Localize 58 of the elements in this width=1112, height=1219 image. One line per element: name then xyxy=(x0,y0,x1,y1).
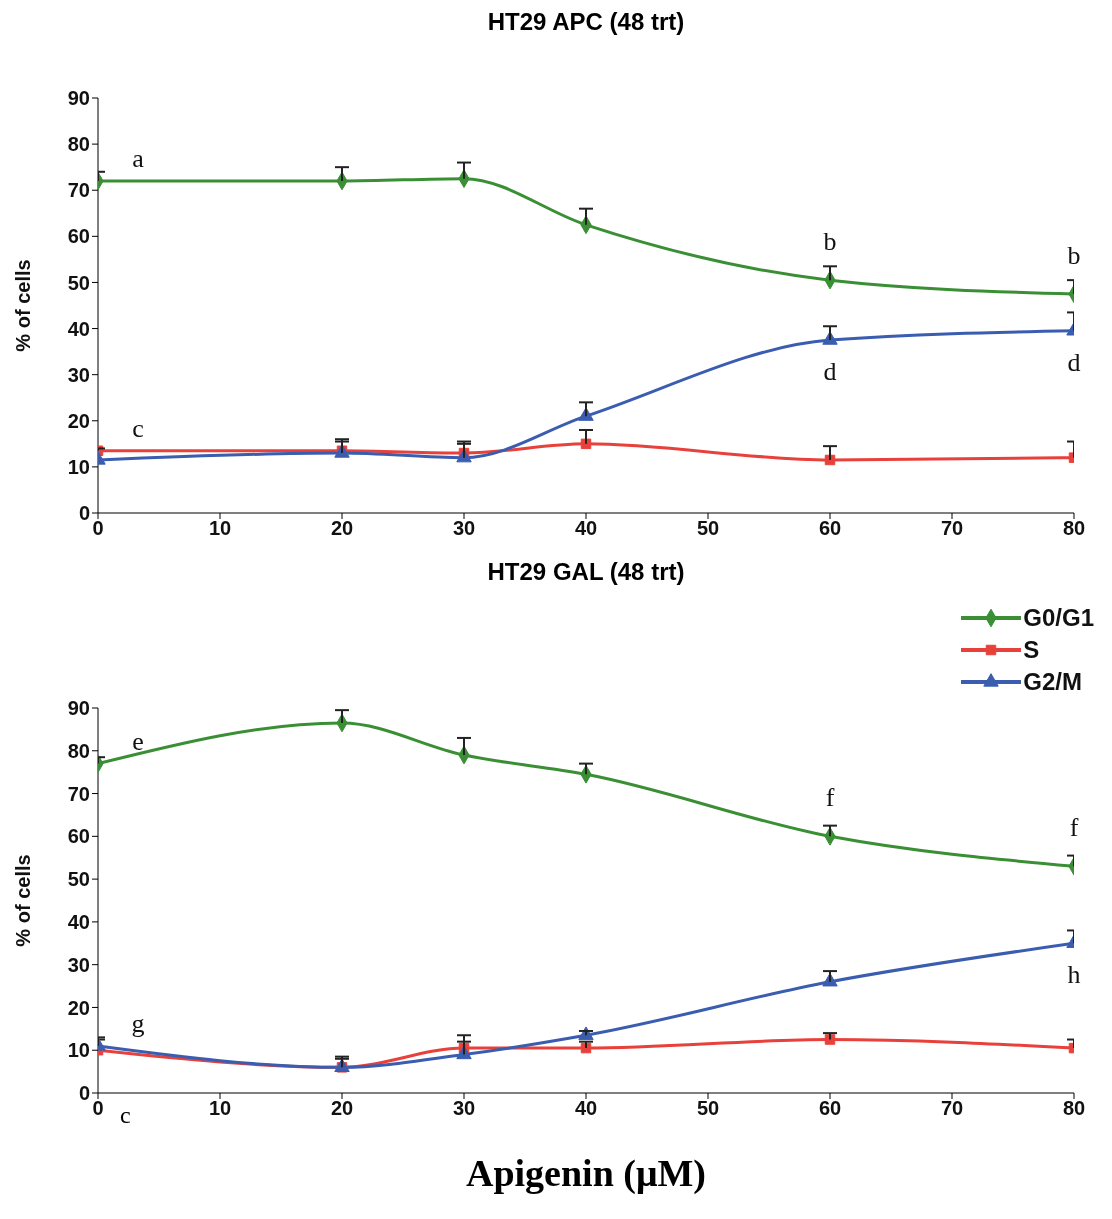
y-tick-label: 80 xyxy=(67,739,90,762)
annotation: a xyxy=(132,144,145,173)
y-tick-label: 50 xyxy=(67,868,90,891)
y-tick-label: 70 xyxy=(67,782,90,805)
annotation: d xyxy=(823,357,837,387)
text: c xyxy=(120,1102,131,1129)
annotation: f xyxy=(825,783,835,813)
x-tick-label: 70 xyxy=(940,517,964,540)
x-tick-label: 0 xyxy=(92,1097,104,1120)
x-tick-label: 10 xyxy=(208,517,232,540)
annotation: h xyxy=(1067,960,1081,990)
legend-label: S xyxy=(1023,636,1040,664)
y-tick-label: 90 xyxy=(67,697,90,720)
y-tick-label: 10 xyxy=(67,1039,90,1062)
y-axis-title: % of cells xyxy=(12,854,35,947)
legend-label: G2/M xyxy=(1023,668,1082,696)
annotation: d xyxy=(1067,347,1081,377)
x-tick-label: 0 xyxy=(92,517,104,540)
annotation: f xyxy=(1069,813,1079,843)
y-tick-label: 70 xyxy=(67,179,90,202)
x-tick-label: 50 xyxy=(696,517,720,540)
annotation: c xyxy=(132,413,144,443)
y-axis-title: % of cells xyxy=(12,259,35,352)
x-axis-title: Apigenin (μM) xyxy=(464,1151,707,1196)
annotation: b xyxy=(1067,240,1081,270)
y-tick-label: 80 xyxy=(67,133,90,156)
y-tick-label: 0 xyxy=(78,1082,90,1105)
y-tick-label: 60 xyxy=(67,825,90,848)
y-tick-label: 90 xyxy=(67,87,90,110)
annotation: b xyxy=(823,227,837,257)
x-tick-label: 10 xyxy=(208,1097,232,1120)
x-tick-label: 70 xyxy=(940,1097,964,1120)
x-tick-label: 40 xyxy=(574,517,598,540)
y-tick-label: 30 xyxy=(67,953,90,976)
annotation: e xyxy=(132,726,144,756)
x-tick-label: 30 xyxy=(452,1097,476,1120)
y-tick-label: 10 xyxy=(67,455,90,478)
x-tick-label: 20 xyxy=(330,1097,354,1120)
y-tick-label: 50 xyxy=(67,271,90,294)
chart-title: HT29 APC (48 trt) xyxy=(486,8,686,37)
y-tick-label: 20 xyxy=(67,996,90,1019)
x-tick-label: 30 xyxy=(452,517,476,540)
x-tick-label: 20 xyxy=(330,517,354,540)
y-tick-label: 40 xyxy=(67,317,90,340)
x-tick-label: 80 xyxy=(1062,517,1086,540)
x-tick-label: 60 xyxy=(818,517,842,540)
x-tick-label: 80 xyxy=(1062,1097,1086,1120)
y-tick-label: 0 xyxy=(78,502,90,525)
y-tick-label: 30 xyxy=(67,363,90,386)
x-tick-label: 60 xyxy=(818,1097,842,1120)
chart-title: HT29 GAL (48 trt) xyxy=(486,558,686,587)
y-tick-label: 60 xyxy=(67,225,90,248)
y-tick-label: 20 xyxy=(67,409,90,432)
x-tick-label: 50 xyxy=(696,1097,720,1120)
legend-label: G0/G1 xyxy=(1023,604,1094,632)
x-tick-label: 40 xyxy=(574,1097,598,1120)
annotation: g xyxy=(131,1008,145,1038)
y-tick-label: 40 xyxy=(67,910,90,933)
